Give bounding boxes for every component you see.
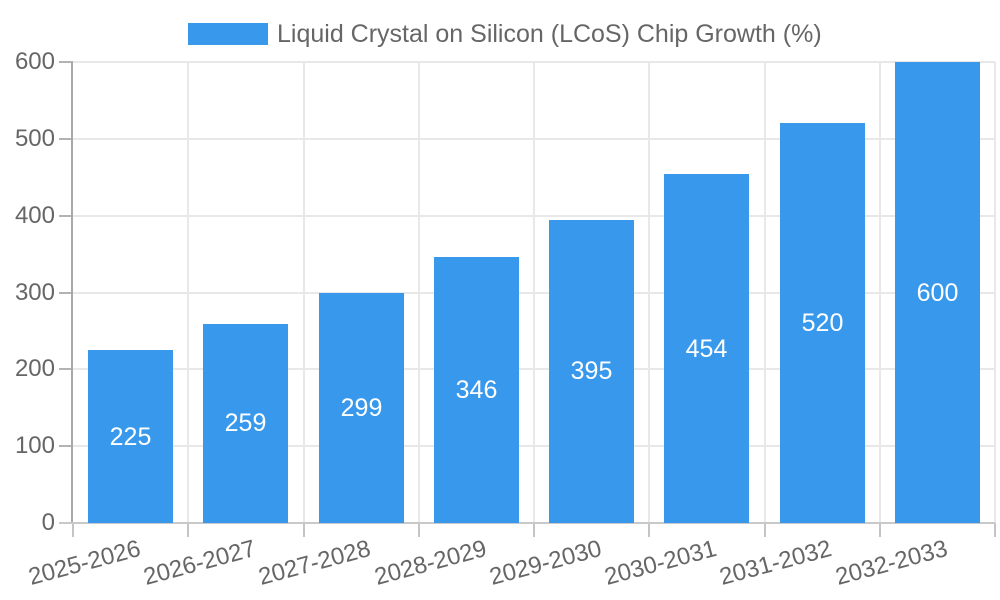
y-axis-tick-label: 500 <box>14 124 55 152</box>
bar[interactable]: 454 <box>664 174 749 523</box>
y-axis-tick-label: 0 <box>41 509 55 536</box>
x-axis-tick <box>302 523 305 537</box>
gridline-vertical <box>302 62 305 523</box>
gridline-vertical <box>878 62 881 523</box>
bar-value-label: 395 <box>570 357 613 386</box>
x-axis-tick <box>994 523 996 537</box>
x-axis-tick-label: 2026-2027 <box>140 535 259 591</box>
x-axis-tick <box>648 523 651 537</box>
gridline-vertical <box>417 62 420 523</box>
bar[interactable]: 225 <box>88 350 173 523</box>
y-axis-tick <box>59 445 73 448</box>
x-axis-tick <box>878 523 881 537</box>
y-axis-tick-label: 200 <box>14 355 55 383</box>
gridline-vertical <box>648 62 651 523</box>
bar[interactable]: 600 <box>895 62 980 523</box>
y-axis-tick <box>59 61 73 63</box>
legend-swatch-icon <box>188 23 268 45</box>
y-axis-tick <box>59 368 73 371</box>
y-axis-tick-label: 300 <box>14 278 55 306</box>
y-axis-tick-label: 400 <box>14 201 55 229</box>
gridline-vertical <box>994 62 996 523</box>
bar[interactable]: 395 <box>549 219 634 523</box>
x-axis-tick <box>72 523 74 537</box>
bar[interactable]: 520 <box>780 123 865 523</box>
y-axis-tick-label: 600 <box>14 48 55 75</box>
x-axis-tick-label: 2028-2029 <box>371 535 490 591</box>
x-axis-tick <box>417 523 420 537</box>
x-axis-tick <box>533 523 535 537</box>
bar-value-label: 600 <box>916 278 959 307</box>
gridline-vertical <box>187 62 190 523</box>
bar-value-label: 520 <box>801 309 844 338</box>
y-axis-tick-label: 100 <box>14 432 55 460</box>
x-axis-tick-label: 2030-2031 <box>601 535 720 591</box>
bar[interactable]: 259 <box>203 324 288 523</box>
bar-value-label: 454 <box>685 334 728 363</box>
x-axis-tick-label: 2029-2030 <box>486 535 605 591</box>
bar[interactable]: 346 <box>434 257 519 523</box>
x-axis-tick-label: 2031-2032 <box>716 535 835 591</box>
x-axis-tick <box>187 523 190 537</box>
x-axis-tick <box>763 523 766 537</box>
legend[interactable]: Liquid Crystal on Silicon (LCoS) Chip Gr… <box>188 21 822 47</box>
gridline-vertical <box>533 62 535 523</box>
x-axis-tick-label: 2027-2028 <box>255 535 374 591</box>
bar[interactable]: 299 <box>319 293 404 523</box>
legend-label: Liquid Crystal on Silicon (LCoS) Chip Gr… <box>277 20 822 48</box>
bar-value-label: 346 <box>455 376 498 405</box>
y-axis-line <box>71 62 73 523</box>
y-axis-tick <box>59 137 73 140</box>
x-axis-tick-label: 2032-2033 <box>832 535 951 591</box>
gridline-vertical <box>763 62 766 523</box>
y-axis-tick <box>59 291 73 294</box>
y-axis-tick <box>59 214 73 217</box>
bar-value-label: 225 <box>109 422 152 451</box>
bar-value-label: 299 <box>340 394 383 423</box>
x-axis-line <box>59 522 995 524</box>
bar-value-label: 259 <box>224 409 267 438</box>
x-axis-tick-label: 2025-2026 <box>25 535 144 591</box>
